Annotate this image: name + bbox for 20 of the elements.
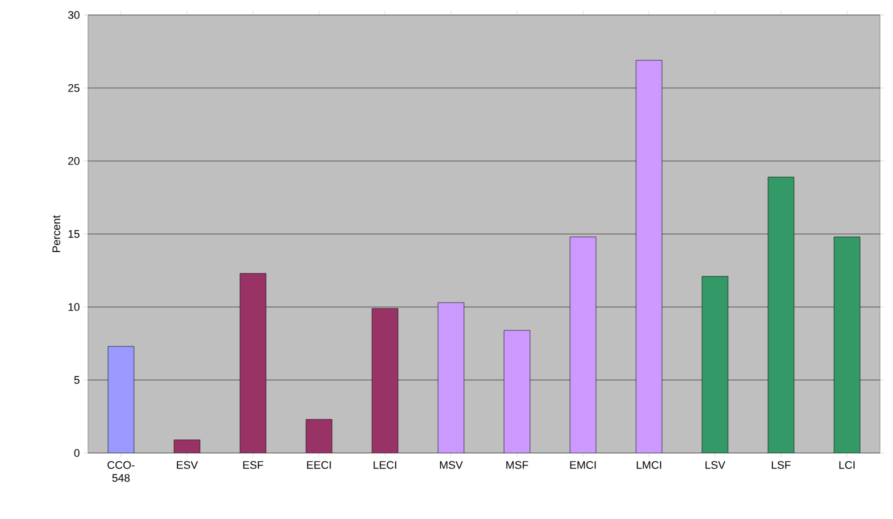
x-tick-label: ESV — [176, 461, 198, 469]
y-tick-label: 25 — [68, 84, 80, 92]
y-tick-label: 5 — [74, 376, 80, 384]
y-tick-label: 15 — [68, 230, 80, 238]
x-tick-label: EMCI — [570, 461, 596, 469]
x-tick-label: LSF — [772, 461, 791, 469]
x-tick-label: ESF — [243, 461, 264, 469]
x-tick-label: LECI — [374, 461, 396, 469]
y-tick-label: 0 — [74, 449, 80, 457]
x-tick-label: LMCI — [636, 461, 662, 469]
x-tick-label: LSV — [706, 461, 726, 469]
y-tick-label: 10 — [68, 303, 80, 311]
x-tick-label: EECI — [307, 461, 331, 469]
y-tick-label: 20 — [68, 157, 80, 165]
y-tick-label: 30 — [68, 11, 80, 19]
x-tick-label: CCO-548 — [108, 461, 135, 482]
x-tick-label: MSF — [506, 461, 528, 469]
x-tick-label: LCI — [839, 461, 855, 469]
x-tick-label: MSV — [440, 461, 463, 469]
y-axis-title: Percent — [52, 215, 60, 252]
